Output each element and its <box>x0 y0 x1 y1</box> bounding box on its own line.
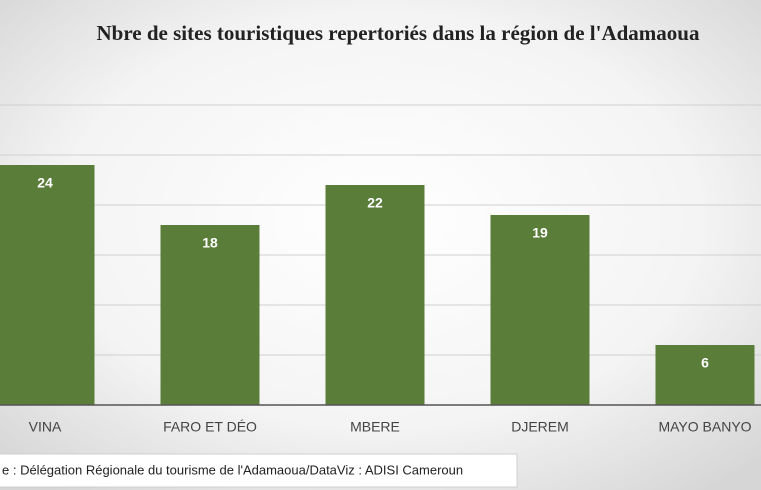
x-tick-label: FARO ET DÉO <box>163 419 257 435</box>
source-note: e : Délégation Régionale du tourisme de … <box>2 462 463 477</box>
bar <box>160 225 260 405</box>
source-box <box>0 453 518 488</box>
bar <box>0 165 95 405</box>
x-tick-label: MAYO BANYO <box>658 419 751 435</box>
x-tick-label: DJEREM <box>511 419 569 435</box>
x-tick-label: MBERE <box>350 419 400 435</box>
bar <box>655 345 755 405</box>
x-tick-label: VINA <box>29 419 62 435</box>
data-label: 18 <box>202 235 218 251</box>
data-label: 6 <box>701 355 709 371</box>
data-label: 24 <box>37 175 53 191</box>
bar <box>325 185 425 405</box>
data-label: 19 <box>532 225 548 241</box>
chart-title: Nbre de sites touristiques repertoriés d… <box>97 21 700 45</box>
bar <box>490 215 590 405</box>
data-label: 22 <box>367 195 383 211</box>
plot-area: VINA 24 FARO ET DÉO 18 MBERE 22 DJEREM 19 MAYO B… <box>0 104 761 435</box>
